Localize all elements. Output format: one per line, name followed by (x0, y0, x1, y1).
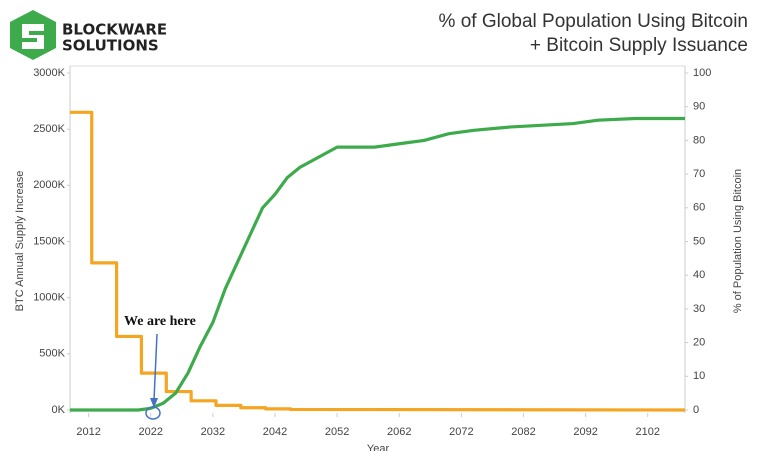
logo-text: SOLUTIONS (62, 37, 159, 55)
y2-tick-label: 40 (693, 269, 705, 281)
y2-tick-label: 0 (693, 404, 699, 416)
x-tick-label: 2032 (201, 426, 225, 438)
annotation-arrow (153, 333, 158, 401)
y-tick-label: 3000K (33, 67, 65, 79)
y-tick-label: 2500K (33, 123, 65, 135)
series-line (70, 110, 686, 412)
y-tick-label: 0K (52, 404, 66, 416)
y2-tick-label: 20 (693, 337, 705, 349)
x-tick-label: 2052 (325, 426, 349, 438)
annotation-text: We are here (124, 314, 196, 329)
series-line (70, 116, 685, 412)
x-axis-label: Year (367, 443, 390, 451)
y2-tick-label: 30 (693, 303, 705, 315)
x-tick-label: 2022 (139, 426, 163, 438)
x-tick-label: 2102 (635, 426, 659, 438)
logo-text: BLOCKWARE (62, 21, 167, 39)
annotation: We are here (124, 314, 196, 420)
y2-tick-label: 90 (693, 101, 705, 113)
y-tick-label: 500K (39, 348, 65, 360)
y-axis-label: BTC Annual Supply Increase (14, 171, 26, 312)
chart-title: % of Global Population Using Bitcoin (439, 11, 748, 32)
annotation-circle (145, 406, 161, 420)
x-tick-label: 2082 (511, 426, 535, 438)
x-tick-label: 2042 (263, 426, 287, 438)
logo-glyph (22, 24, 44, 49)
y2-tick-label: 70 (693, 168, 705, 180)
y2-tick-label: 100 (693, 67, 711, 79)
x-tick-label: 2092 (573, 426, 597, 438)
annotation-arrowhead (150, 398, 158, 408)
chart-title: + Bitcoin Supply Issuance (530, 35, 748, 56)
y2-tick-label: 80 (693, 134, 705, 146)
logo: BLOCKWARE SOLUTIONS (10, 10, 167, 60)
y2-tick-label: 10 (693, 370, 705, 382)
y-tick-label: 1500K (33, 235, 65, 247)
y2-tick-label: 60 (693, 202, 705, 214)
x-tick-label: 2012 (76, 426, 100, 438)
x-tick-label: 2062 (387, 426, 411, 438)
y2-axis-label: % of Population Using Bitcoin (732, 169, 744, 313)
y-tick-label: 1000K (33, 292, 65, 304)
x-tick-label: 2072 (449, 426, 473, 438)
plot-area: 0K 500K 1000K 1500K 2000K 2500K 3000K 0 10 20 30 40… (33, 65, 711, 438)
y2-tick-label: 50 (693, 235, 705, 247)
y-tick-label: 2000K (33, 179, 65, 191)
